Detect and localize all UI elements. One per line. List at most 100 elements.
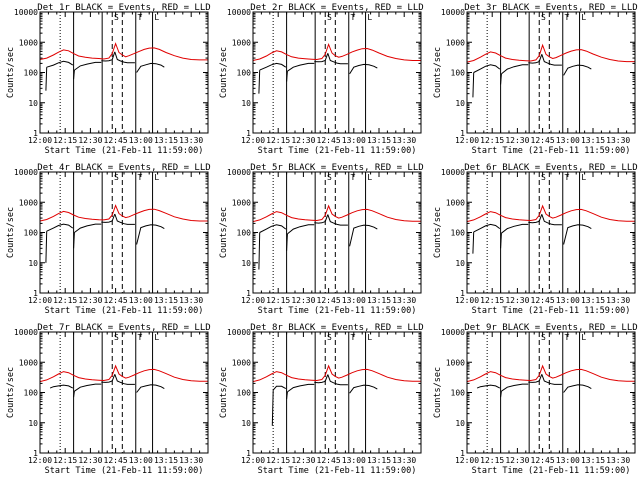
x-tick-label: 12:00 — [455, 456, 479, 465]
interval-letter-l: L — [154, 13, 159, 22]
events-series-segment — [528, 374, 543, 383]
x-tick-label: 13:30 — [606, 456, 630, 465]
events-series-segment — [136, 62, 165, 73]
y-tick-label: 10000 — [227, 168, 251, 177]
x-tick-label: 13:00 — [129, 296, 153, 305]
plot-frame — [39, 11, 209, 134]
x-tick-label: 12:00 — [241, 456, 265, 465]
interval-letter-t: T — [351, 333, 356, 342]
x-tick-label: 12:00 — [455, 296, 479, 305]
y-tick-label: 10000 — [441, 8, 465, 17]
events-series-segment — [114, 51, 135, 64]
x-tick-label: 13:15 — [367, 136, 391, 145]
events-series-segment — [472, 72, 475, 98]
lld-series-line — [252, 204, 421, 223]
y-tick-label: 100 — [24, 229, 39, 238]
interval-letter-l: L — [581, 13, 586, 22]
events-series-segment — [49, 384, 74, 389]
events-series-segment — [258, 232, 261, 270]
x-tick-label: 13:00 — [556, 136, 580, 145]
interval-letter-t: T — [138, 13, 143, 22]
lld-series-line — [39, 364, 208, 383]
interval-letter-s: S — [327, 13, 332, 22]
x-tick-label: 13:00 — [342, 456, 366, 465]
x-tick-label: 13:30 — [606, 136, 630, 145]
x-axis-label: Start Time (21-Feb-11 11:59:00) — [258, 146, 417, 156]
events-series-segment — [314, 214, 329, 224]
x-tick-label: 13:30 — [179, 136, 203, 145]
y-tick-label: 1 — [246, 449, 251, 458]
events-series-segment — [541, 374, 562, 385]
events-series-segment — [73, 232, 75, 249]
y-axis-label: Counts/sec — [219, 367, 229, 418]
x-tick-label: 12:00 — [241, 296, 265, 305]
x-axis-label: Start Time (21-Feb-11 11:59:00) — [472, 466, 631, 476]
events-series-segment — [349, 224, 378, 247]
events-series-segment — [349, 384, 378, 394]
x-tick-label: 13:00 — [129, 456, 153, 465]
y-tick-label: 1 — [33, 129, 38, 138]
x-tick-label: 12:45 — [317, 456, 341, 465]
panel-title: Det 3r BLACK = Events, RED = LLD — [464, 3, 637, 13]
y-tick-label: 100 — [24, 69, 39, 78]
events-series-segment — [259, 224, 287, 233]
events-series-segment — [74, 61, 102, 71]
interval-letter-t: T — [565, 333, 570, 342]
panel-title: Det 7r BLACK = Events, RED = LLD — [37, 323, 210, 333]
events-series-segment — [258, 70, 261, 94]
x-tick-label: 12:45 — [531, 456, 555, 465]
x-tick-label: 12:45 — [317, 296, 341, 305]
panel-title: Det 5r BLACK = Events, RED = LLD — [250, 163, 423, 173]
y-tick-label: 1000 — [19, 358, 38, 367]
y-tick-label: 1 — [33, 449, 38, 458]
plot-frame — [252, 331, 422, 454]
x-tick-label: 12:15 — [480, 456, 504, 465]
y-tick-label: 10000 — [14, 8, 38, 17]
panel-title: Det 8r BLACK = Events, RED = LLD — [250, 323, 423, 333]
interval-letter-l: L — [367, 333, 372, 342]
lld-series-line — [39, 42, 208, 61]
interval-letter-t: T — [351, 173, 356, 182]
y-tick-label: 10000 — [441, 328, 465, 337]
events-series-segment — [501, 383, 529, 392]
x-tick-label: 13:30 — [392, 136, 416, 145]
x-tick-label: 13:30 — [606, 296, 630, 305]
x-tick-label: 12:45 — [531, 296, 555, 305]
events-series-segment — [501, 64, 529, 75]
y-tick-label: 10 — [455, 419, 465, 428]
events-series-segment — [74, 223, 102, 233]
y-axis-label: Counts/sec — [6, 367, 16, 418]
x-tick-label: 13:00 — [556, 456, 580, 465]
events-series-segment — [286, 233, 288, 251]
plot-frame — [252, 171, 422, 294]
events-series-segment — [501, 223, 529, 234]
lld-series-line — [39, 204, 208, 222]
x-tick-label: 13:15 — [154, 456, 178, 465]
panel-title: Det 6r BLACK = Events, RED = LLD — [464, 163, 637, 173]
panel-title: Det 2r BLACK = Events, RED = LLD — [250, 3, 423, 13]
y-tick-label: 10 — [28, 259, 38, 268]
interval-letter-l: L — [367, 173, 372, 182]
events-series-segment — [528, 214, 543, 224]
events-series-segment — [272, 385, 287, 391]
y-tick-label: 10000 — [227, 328, 251, 337]
x-tick-label: 12:00 — [455, 136, 479, 145]
x-tick-label: 13:15 — [154, 296, 178, 305]
events-series-segment — [528, 54, 543, 64]
y-tick-label: 1 — [246, 129, 251, 138]
events-series-segment — [314, 374, 329, 384]
events-series-segment — [327, 214, 348, 226]
x-axis-label: Start Time (21-Feb-11 11:59:00) — [258, 306, 417, 316]
interval-letter-s: S — [541, 173, 546, 182]
plot-frame — [466, 11, 636, 134]
events-series-segment — [500, 233, 502, 249]
events-series-segment — [46, 60, 74, 68]
events-series-segment — [327, 53, 348, 65]
events-series-segment — [45, 67, 48, 91]
x-tick-label: 13:15 — [367, 296, 391, 305]
x-axis-label: Start Time (21-Feb-11 11:59:00) — [472, 306, 631, 316]
